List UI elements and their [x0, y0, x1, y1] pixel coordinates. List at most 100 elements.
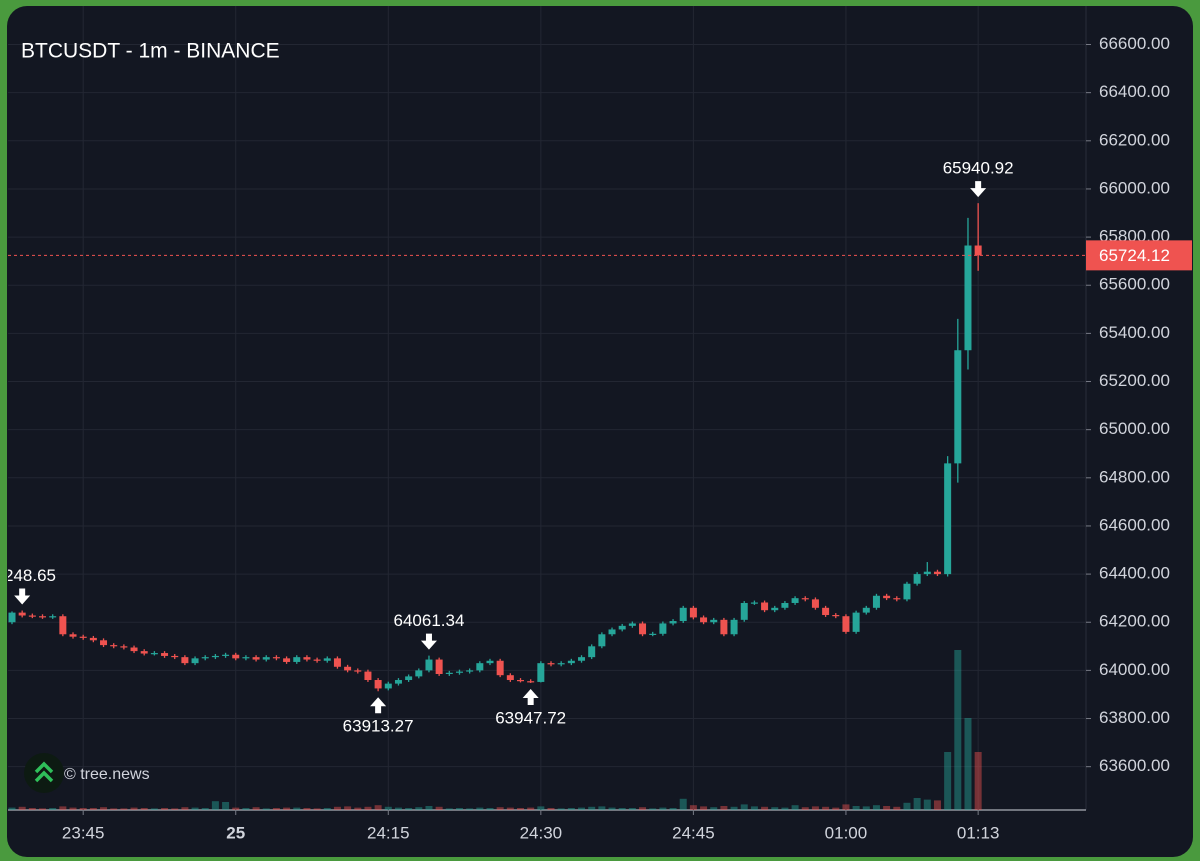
- candle-body: [872, 595, 880, 608]
- volume-bar: [649, 808, 657, 810]
- volume-bar: [354, 807, 362, 810]
- candle-body: [293, 657, 301, 662]
- volume-bar: [506, 807, 514, 810]
- candle-body: [944, 463, 952, 575]
- candle-body: [486, 660, 494, 664]
- candle-body: [232, 654, 240, 659]
- volume-bar: [242, 808, 250, 810]
- candle-body: [598, 634, 606, 647]
- volume-bar: [598, 806, 606, 810]
- candle-body: [852, 612, 860, 632]
- volume-bar: [364, 806, 372, 810]
- volume-bar: [913, 798, 921, 810]
- volume-bar: [445, 808, 453, 810]
- candle-body: [445, 672, 453, 674]
- annotation-arrow: [522, 688, 539, 705]
- y-tick-label: 64200.00: [1099, 612, 1170, 631]
- x-tick-label: 23:45: [62, 823, 105, 842]
- x-tick-label: 01:13: [957, 823, 1000, 842]
- candle-body: [913, 574, 921, 584]
- volume-bar: [628, 808, 636, 810]
- volume-bar: [303, 808, 311, 810]
- x-tick-label: 25: [226, 823, 245, 842]
- volume-bar: [689, 805, 697, 810]
- logo-mark: [34, 761, 54, 783]
- volume-bar: [893, 806, 901, 810]
- candle-body: [374, 680, 382, 689]
- candle-body: [49, 616, 57, 618]
- candle-body: [8, 612, 16, 623]
- candle-body: [28, 615, 36, 617]
- y-tick-label: 64000.00: [1099, 660, 1170, 679]
- candle-body: [313, 659, 321, 661]
- volume-bar: [49, 808, 57, 810]
- candle-body: [506, 675, 514, 681]
- volume-bar: [486, 808, 494, 810]
- candle-body: [242, 657, 250, 659]
- volume-bar: [537, 806, 545, 810]
- volume-bar: [252, 807, 260, 810]
- candle-body: [39, 616, 47, 618]
- volume-bar: [415, 807, 423, 810]
- candle-body: [323, 658, 331, 661]
- candle-body: [700, 617, 708, 623]
- volume-bar: [822, 806, 830, 810]
- volume-bar: [679, 798, 687, 810]
- y-tick-label: 65600.00: [1099, 275, 1170, 294]
- volume-bar: [578, 807, 586, 810]
- x-tick-label: 24:15: [367, 823, 410, 842]
- volume-bar: [710, 807, 718, 810]
- candle-body: [272, 657, 280, 659]
- candle-body: [171, 655, 179, 658]
- candle-body: [659, 623, 667, 634]
- candle-body: [394, 680, 402, 684]
- candle-body: [883, 595, 891, 599]
- volume-bar: [140, 808, 148, 810]
- volume-bar: [700, 806, 708, 810]
- volume-bar: [832, 807, 840, 810]
- candle-body: [811, 599, 819, 608]
- volume-bar: [100, 807, 108, 810]
- candle-body: [18, 612, 26, 616]
- candle-body: [100, 640, 108, 646]
- y-tick-label: 64600.00: [1099, 515, 1170, 534]
- volume-bar: [761, 806, 769, 810]
- annotation-label: 64061.34: [394, 611, 465, 630]
- annotation-arrow: [420, 633, 437, 650]
- candle-body: [832, 615, 840, 617]
- volume-bar: [69, 807, 77, 810]
- volume-bar: [110, 808, 118, 810]
- annotation-label: 63947.72: [495, 708, 566, 727]
- volume-bar: [222, 802, 230, 810]
- volume-bar: [8, 807, 16, 810]
- volume-bar: [669, 808, 677, 810]
- candle-body: [557, 663, 565, 665]
- volume-bar: [862, 806, 870, 810]
- volume-bar: [872, 805, 880, 810]
- volume-bar: [28, 808, 36, 810]
- grid: [8, 6, 1086, 810]
- volume-bar: [588, 806, 596, 810]
- volume-bar: [405, 808, 413, 810]
- y-tick-label: 65000.00: [1099, 419, 1170, 438]
- volume-bar: [313, 808, 321, 810]
- volume-bar: [283, 807, 291, 810]
- volume-bar: [933, 800, 941, 810]
- x-tick-label: 24:30: [520, 823, 563, 842]
- volume-bar: [435, 806, 443, 810]
- candle-body: [639, 623, 647, 635]
- annotation-arrow: [14, 588, 31, 605]
- candle-body: [384, 683, 392, 689]
- volume-bar: [801, 807, 809, 810]
- watermark: © tree.news: [64, 766, 150, 783]
- candle-body: [59, 616, 67, 635]
- candle-body: [893, 598, 901, 600]
- candle-body: [954, 350, 962, 464]
- volume-bar: [232, 807, 240, 810]
- candle-body: [344, 666, 352, 671]
- y-tick-label: 63800.00: [1099, 708, 1170, 727]
- volume-bar: [262, 808, 270, 810]
- candle-body: [689, 607, 697, 618]
